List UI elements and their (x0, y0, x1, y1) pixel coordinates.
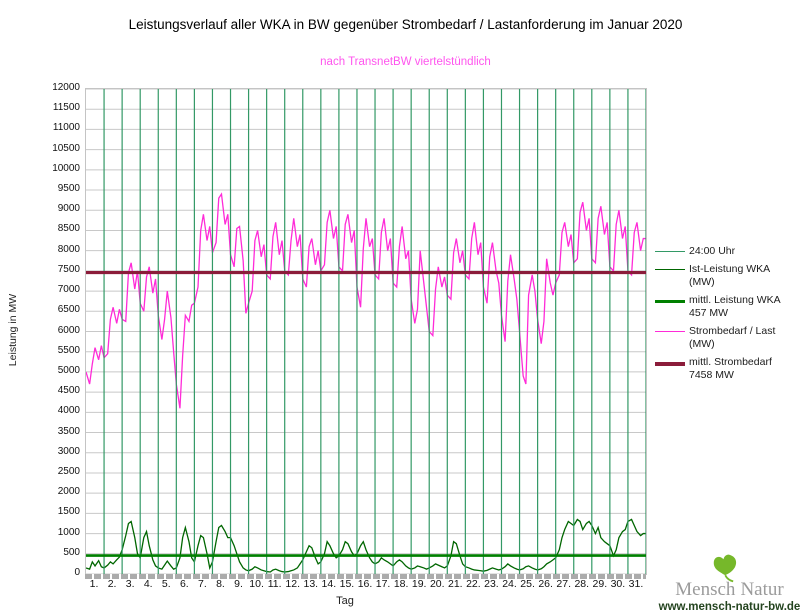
legend-line-swatch (655, 251, 685, 252)
legend-label: mittl. Leistung WKA 457 MW (689, 294, 781, 319)
x-tick-label: 31. (628, 578, 644, 590)
legend: 24:00 Uhr Ist-Leistung WKA (MW) mittl. Leis… (655, 245, 807, 382)
y-tick-label: 12000 (52, 82, 80, 93)
legend-line-swatch (655, 362, 685, 366)
legend-label: mittl. Strombedarf 7458 MW (689, 356, 772, 381)
x-tick-label: 30. (610, 578, 626, 590)
x-tick-label: 28. (574, 578, 590, 590)
legend-item: Ist-Leistung WKA (MW) (655, 263, 807, 289)
y-tick-label: 8500 (57, 223, 80, 235)
series-strombedarf-last-mw- (86, 192, 646, 409)
legend-item: 24:00 Uhr (655, 245, 807, 258)
y-tick-label: 9500 (57, 183, 80, 195)
x-tick-label: 17. (375, 578, 391, 590)
y-tick-label: 2000 (57, 486, 80, 498)
y-tick-label: 0 (74, 567, 80, 578)
x-tick-label: 9. (234, 578, 243, 590)
x-axis-tick-strip (85, 574, 646, 579)
legend-line-swatch (655, 300, 685, 303)
y-axis-tick-labels: 0 500 1000 1500 2000 2500 3000 3500 4000 4500 5000… (30, 0, 80, 616)
x-tick-label: 19. (411, 578, 427, 590)
brand-logo: Mensch Natur www.mensch-natur-bw.de (652, 554, 807, 613)
legend-sublabel: 7458 MW (689, 369, 734, 381)
series-ist-leistung-wka-mw- (86, 518, 646, 573)
y-tick-label: 4500 (57, 385, 80, 397)
chart-title: Leistungsverlauf aller WKA in BW gegenüb… (128, 17, 683, 32)
x-tick-label: 20. (429, 578, 445, 590)
x-tick-label: 6. (179, 578, 189, 590)
y-tick-label: 6000 (57, 324, 80, 336)
x-tick-label: 23. (484, 578, 499, 590)
x-tick-label: 25. (520, 578, 535, 590)
y-tick-label: 5500 (57, 344, 80, 356)
y-tick-label: 7000 (57, 284, 80, 296)
x-tick-label: 22. (466, 578, 481, 590)
legend-item: mittl. Leistung WKA 457 MW (655, 294, 807, 320)
x-tick-label: 10. (249, 578, 264, 590)
y-tick-label: 4000 (57, 405, 80, 417)
y-tick-label: 8000 (57, 243, 80, 255)
x-tick-label: 8. (216, 578, 225, 590)
x-tick-label: 4. (143, 578, 153, 590)
x-tick-label: 21. (448, 578, 463, 590)
y-tick-label: 500 (63, 546, 80, 558)
x-tick-label: 24. (502, 578, 517, 590)
legend-label: Strombedarf / Last (MW) (689, 325, 776, 350)
x-tick-label: 11. (267, 578, 282, 590)
y-tick-label: 7500 (57, 263, 80, 275)
brand-part2: Natur (740, 579, 784, 600)
y-tick-label: 9000 (57, 203, 80, 215)
legend-item: mittl. Strombedarf 7458 MW (655, 356, 807, 382)
ginkgo-leaf-icon (713, 554, 737, 583)
plot-area (85, 88, 647, 575)
x-tick-label: 15. (339, 578, 355, 590)
x-tick-label: 18. (393, 578, 409, 590)
chart-subtitle: nach TransnetBW viertelstündlich (320, 56, 491, 68)
x-tick-label: 26. (538, 578, 553, 590)
x-tick-label: 2. (107, 578, 117, 590)
x-tick-label: 5. (161, 578, 171, 590)
x-tick-label: 29. (592, 578, 608, 590)
legend-item: Strombedarf / Last (MW) (655, 325, 807, 351)
x-tick-label: 13. (303, 578, 319, 590)
brand-part1: Mensch (675, 579, 736, 600)
y-tick-label: 1000 (57, 526, 80, 538)
legend-label: Ist-Leistung WKA (MW) (689, 263, 771, 288)
y-tick-label: 1500 (57, 506, 80, 518)
y-tick-label: 3500 (57, 425, 80, 437)
y-tick-label: 10000 (52, 162, 80, 174)
y-tick-label: 11500 (52, 102, 80, 114)
legend-sublabel: 457 MW (689, 307, 729, 319)
legend-line-swatch (655, 331, 685, 332)
legend-line-swatch (655, 269, 685, 270)
y-tick-label: 5000 (57, 364, 80, 376)
chart-canvas (86, 89, 646, 574)
y-tick-label: 6500 (57, 304, 80, 316)
x-tick-label: 3. (125, 578, 135, 590)
x-axis-title: Tag (336, 595, 354, 607)
y-tick-label: 10500 (52, 142, 80, 154)
legend-sublabel: (MW) (689, 338, 715, 350)
brand-name: Mensch Natur (652, 554, 807, 600)
x-tick-label: 12. (285, 578, 301, 590)
legend-label: 24:00 Uhr (689, 245, 736, 257)
x-tick-label: 16. (357, 578, 373, 590)
x-tick-label: 1. (89, 578, 99, 590)
x-tick-label: 14. (321, 578, 337, 590)
legend-sublabel: (MW) (689, 276, 715, 288)
y-tick-label: 2500 (57, 465, 80, 477)
x-tick-label: 7. (198, 578, 207, 590)
x-tick-label: 27. (556, 578, 571, 590)
y-tick-label: 11000 (52, 122, 80, 134)
y-tick-label: 3000 (57, 445, 80, 457)
brand-url: www.mensch-natur-bw.de (658, 601, 801, 613)
